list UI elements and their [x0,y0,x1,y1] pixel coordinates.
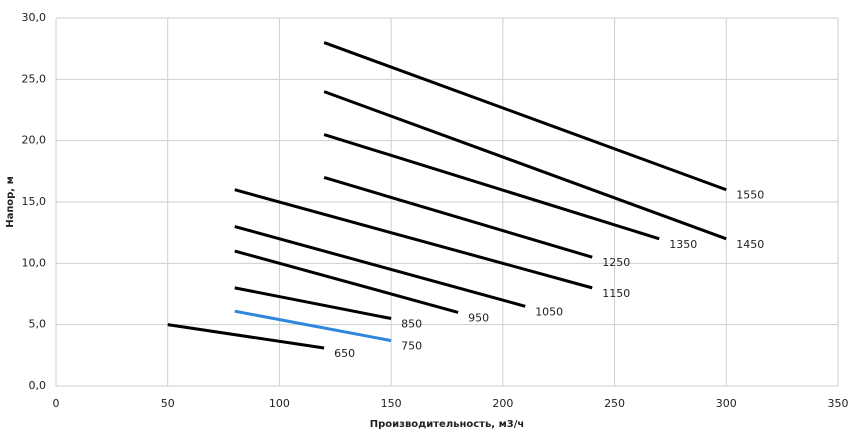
x-tick-label: 350 [828,397,849,410]
line-label: 950 [468,311,489,324]
x-tick-label: 100 [269,397,290,410]
series-line [323,133,660,241]
series-line [323,90,727,241]
line-label: 1050 [535,305,563,318]
y-tick-label: 10,0 [22,256,47,269]
y-tick-label: 5,0 [29,318,47,331]
x-axis-title: Производительность, м3/ч [370,419,524,430]
series-line [234,286,392,321]
y-tick-label: 20,0 [22,134,47,147]
series-line [323,41,727,192]
y-axis-title: Напор, м [5,176,16,228]
line-label: 1150 [602,287,630,300]
x-tick-label: 50 [161,397,175,410]
line-label: 850 [401,318,422,331]
line-label: 1350 [669,238,697,251]
x-tick-label: 200 [492,397,513,410]
line-label: 1250 [602,256,630,269]
series-line [234,309,392,343]
y-tick-label: 25,0 [22,72,47,85]
line-label: 1550 [736,189,764,202]
x-tick-label: 150 [381,397,402,410]
series-line [323,176,593,259]
x-tick-label: 300 [716,397,737,410]
series-line [234,188,593,290]
line-label: 750 [401,340,422,353]
series-line [234,249,459,314]
y-tick-label: 30,0 [22,11,47,24]
line-label: 1450 [736,238,764,251]
x-tick-label: 0 [53,397,60,410]
y-tick-label: 15,0 [22,195,47,208]
y-tick-label: 0,0 [29,379,47,392]
series-line [234,225,526,308]
line-label: 650 [334,347,355,360]
series-line [167,323,325,350]
x-tick-label: 250 [604,397,625,410]
